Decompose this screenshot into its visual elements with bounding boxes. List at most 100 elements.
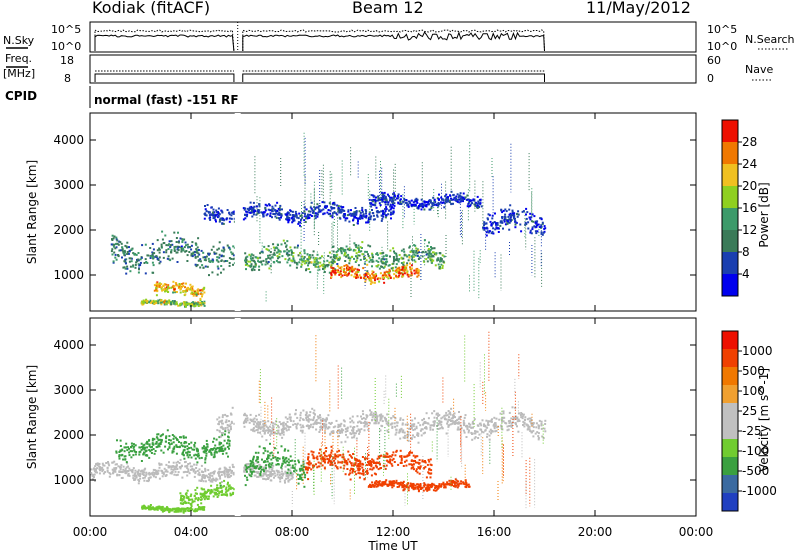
velocity-echo-cell (194, 472, 197, 475)
velocity-echo-cell (295, 425, 298, 428)
velocity-echo-cell (285, 473, 288, 476)
power-echo-cell (165, 251, 168, 254)
power-echo-cell (119, 249, 122, 252)
power-echo-cell (112, 245, 115, 248)
power-echo-cell (437, 202, 440, 204)
power-echo-cell (216, 265, 219, 268)
power-echo-cell (189, 302, 192, 305)
velocity-echo-cell (468, 485, 470, 488)
velocity-echo-cell (289, 455, 292, 458)
power-echo-cell (405, 202, 408, 204)
power-echo-cell (272, 243, 275, 246)
velocity-echo-cell (123, 450, 126, 453)
velocity-echo-cell (397, 463, 400, 466)
velocity-echo-cell (394, 454, 397, 457)
power-echo-cell (152, 257, 155, 260)
velocity-echo-cell (190, 446, 193, 449)
power-echo-cell (342, 206, 345, 209)
power-echo-cell (256, 209, 259, 212)
velocity-echo-cell (148, 506, 151, 509)
velocity-echo-cell (490, 420, 493, 423)
velocity-echo-cell (185, 436, 187, 439)
velocity-echo-cell (253, 474, 256, 477)
velocity-echo-cell (143, 471, 146, 474)
power-echo-cell (414, 254, 417, 257)
velocity-echo-cell (218, 441, 221, 444)
velocity-echo-cell (175, 444, 178, 447)
power-echo-cell (247, 260, 250, 263)
power-echo-cell (137, 271, 140, 274)
power-echo-cell (196, 290, 199, 293)
velocity-echo-cell (532, 426, 535, 429)
velocity-echo-cell (182, 502, 184, 505)
power-echo-cell (167, 255, 170, 258)
velocity-echo-cell (181, 495, 184, 498)
velocity-echo-cell (324, 461, 326, 464)
velocity-echo-cell (233, 422, 236, 425)
velocity-echo-cell (283, 461, 286, 464)
power-ylabel: Slant Range [km] (25, 160, 39, 264)
power-echo-cell (278, 206, 281, 209)
power-echo-cell (200, 302, 203, 304)
power-echo-cell (245, 256, 248, 259)
power-echo-cell (369, 216, 372, 219)
velocity-echo-cell (378, 480, 381, 483)
velocity-echo-cell (204, 457, 207, 460)
velocity-echo-cell (247, 466, 250, 469)
velocity-echo-cell (223, 479, 226, 482)
power-echo-cell (296, 246, 299, 249)
velocity-echo-cell (287, 449, 290, 452)
velocity-echo-cell (373, 472, 376, 475)
power-echo-cell (184, 250, 187, 253)
power-echo-cell (286, 218, 289, 221)
velocity-echo-cell (436, 417, 438, 419)
power-echo-cell (172, 301, 175, 304)
velocity-echo-cell (537, 427, 540, 430)
power-echo-cell (276, 213, 279, 216)
velocity-echo-cell (416, 461, 419, 464)
power-echo-cell (168, 243, 170, 246)
power-echo-cell (429, 259, 432, 262)
velocity-echo-cell (210, 453, 213, 456)
velocity-echo-cell (522, 413, 525, 416)
power-echo-cell (271, 256, 274, 259)
power-echo-cell (413, 253, 416, 256)
power-echo-cell (371, 258, 374, 261)
power-echo-cell (348, 247, 351, 250)
power-echo-cell (425, 258, 428, 261)
velocity-echo-cell (405, 464, 408, 467)
power-echo-cell (155, 282, 158, 285)
power-echo-cell (215, 211, 218, 213)
power-echo-cell (289, 246, 292, 249)
velocity-echo-cell (122, 468, 125, 471)
velocity-echo-cell (306, 471, 309, 474)
power-echo-cell (458, 195, 461, 198)
velocity-echo-cell (186, 467, 189, 470)
power-echo-cell (415, 200, 418, 203)
velocity-echo-cell (262, 477, 265, 480)
power-echo-cell (233, 210, 236, 213)
velocity-echo-cell (243, 467, 246, 470)
power-echo-cell (269, 264, 272, 267)
velocity-echo-cell (443, 485, 446, 488)
velocity-echo-cell (118, 457, 121, 460)
power-echo-cell (372, 198, 375, 201)
power-echo-cell (337, 271, 339, 273)
power-echo-cell (522, 210, 525, 213)
power-echo-cell (362, 276, 365, 279)
power-echo-cell (114, 243, 117, 246)
power-echo-cell (315, 265, 318, 268)
velocity-echo-cell (176, 473, 179, 476)
velocity-echo-cell (327, 461, 330, 464)
velocity-echo-cell (159, 507, 162, 510)
power-echo-cell (371, 265, 373, 268)
velocity-echo-cell (187, 470, 190, 473)
power-echo-cell (274, 204, 277, 207)
velocity-echo-cell (185, 502, 188, 504)
velocity-echo-cell (186, 448, 189, 450)
power-echo-cell (129, 257, 132, 260)
velocity-echo-cell (404, 434, 407, 437)
velocity-echo-cell (415, 425, 418, 428)
power-echo-cell (407, 259, 410, 262)
